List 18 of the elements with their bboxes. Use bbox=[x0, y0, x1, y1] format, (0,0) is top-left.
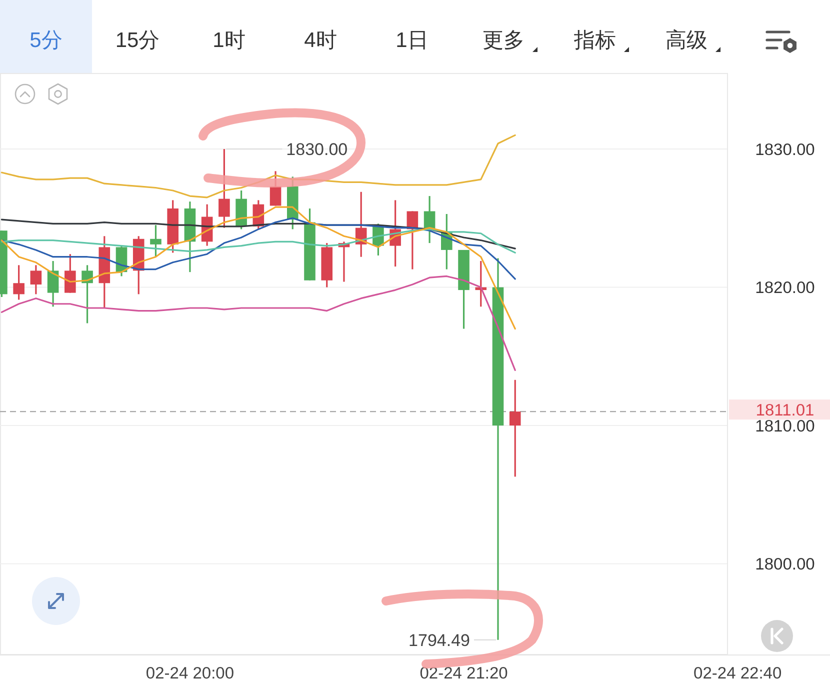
text: 5分 bbox=[30, 29, 62, 52]
text: 1日 bbox=[396, 29, 428, 52]
y-tick-label: 1820.00 bbox=[755, 279, 815, 298]
ref-line-label: 1811.01 bbox=[756, 402, 814, 420]
y-tick-label: 1810.00 bbox=[755, 417, 815, 436]
text: 高级 bbox=[666, 29, 708, 52]
text: 15分 bbox=[115, 29, 160, 52]
x-tick-label: 02-24 21:20 bbox=[420, 664, 508, 683]
text: 4时 bbox=[304, 29, 337, 52]
x-tick-label: 02-24 22:40 bbox=[694, 664, 782, 683]
text: 指标 bbox=[573, 29, 616, 52]
text: 更多 bbox=[482, 29, 524, 52]
annotation: 1830.00 bbox=[286, 140, 348, 160]
y-tick-label: 1800.00 bbox=[755, 556, 815, 574]
x-tick-label: 02-24 20:00 bbox=[146, 664, 234, 683]
text: 1时 bbox=[212, 29, 246, 52]
y-tick-label: 1830.00 bbox=[755, 140, 815, 159]
annotation: 1794.49 bbox=[408, 630, 470, 650]
